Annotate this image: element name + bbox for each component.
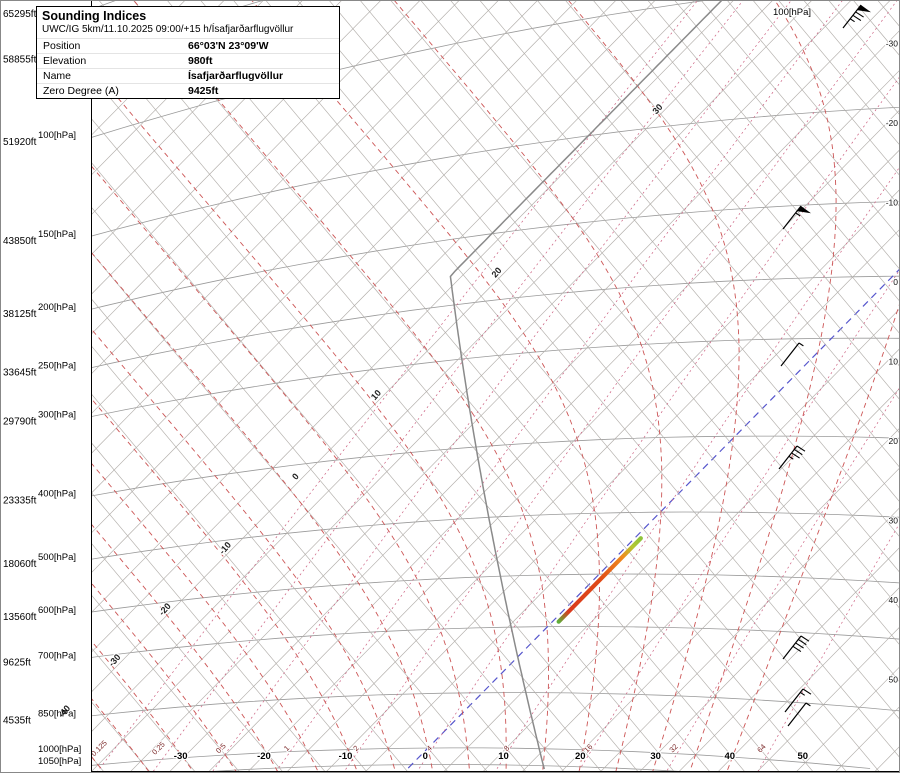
wind-barb: [784, 688, 812, 713]
bottom-temp-label: 10: [498, 751, 509, 762]
mixing-ratio-label: 0.5: [214, 741, 228, 755]
pressure-label: 250[hPa]: [38, 360, 76, 371]
sounding-indices-panel: Sounding Indices UWC/IG 5km/11.10.2025 0…: [36, 6, 340, 99]
pressure-label: 600[hPa]: [38, 605, 76, 616]
row-label: Zero Degree (A): [43, 85, 119, 97]
wind-barb: [782, 635, 810, 660]
altitude-label: 29790ft: [3, 416, 37, 427]
pressure-label: 850[hPa]: [38, 709, 76, 720]
bottom-temp-label: 30: [650, 751, 661, 762]
pressure-label: 100[hPa]: [38, 130, 76, 141]
pressure-label: 300[hPa]: [38, 409, 76, 420]
wind-barb: [787, 702, 811, 727]
right-temp-label: 20: [889, 436, 899, 446]
moist-adiabat-label: 0: [290, 471, 301, 481]
mixing-ratio-lines: [96, 1, 899, 772]
wind-barb: [780, 342, 804, 367]
chart-frame: [91, 1, 899, 772]
top-right-pressure-label: 100[hPa]: [773, 7, 811, 18]
altitude-label: 18060ft: [3, 559, 37, 570]
row-value: 9425ft: [188, 85, 219, 97]
bottom-temp-label: 0: [423, 751, 428, 762]
wind-barb: [782, 205, 811, 230]
altitude-label: 43850ft: [3, 236, 37, 247]
right-temp-label: -20: [886, 118, 899, 128]
panel-subtitle: UWC/IG 5km/11.10.2025 09:00/+15 h/Ísafja…: [42, 24, 294, 35]
moist-adiabat-label: -10: [217, 540, 233, 556]
pressure-label: 150[hPa]: [38, 229, 76, 240]
info-row-elevation: Elevation 980ft: [37, 53, 339, 68]
mixing-ratio-label: 8: [502, 744, 511, 753]
moist-adiabat-label: 10: [369, 388, 383, 402]
pressure-label: 400[hPa]: [38, 489, 76, 500]
bottom-temp-label: 20: [575, 751, 586, 762]
info-row-position: Position 66°03'N 23°09'W: [37, 38, 339, 53]
pressure-label: 700[hPa]: [38, 650, 76, 661]
info-row-zero-degree: Zero Degree (A) 9425ft: [37, 83, 339, 98]
bottom-temp-label: 50: [797, 751, 808, 762]
pressure-label: 200[hPa]: [38, 302, 76, 313]
pressure-axis-labels: 65295ft58855ft51920ft100[hPa]43850ft150[…: [3, 6, 812, 767]
row-label: Name: [43, 70, 72, 82]
altitude-label: 4535ft: [3, 716, 31, 727]
pressure-label: 1000[hPa]: [38, 744, 81, 755]
bottom-temp-label: -30: [174, 751, 188, 762]
mixing-ratio-label: 0.25: [150, 740, 167, 757]
altitude-label: 33645ft: [3, 367, 37, 378]
altitude-label: 58855ft: [3, 55, 37, 66]
wind-barb: [778, 445, 806, 470]
pressure-label: 500[hPa]: [38, 552, 76, 563]
mixing-ratio-label: 2: [351, 744, 360, 753]
mixing-ratio-label: 0.125: [89, 738, 109, 758]
moist-adiabat-label: -30: [106, 652, 122, 668]
bottom-temp-label: 40: [725, 751, 736, 762]
altitude-label: 38125ft: [3, 309, 37, 320]
temperature-axis-right: -30 -20 -10 0 10 20 30 40 50: [885, 37, 899, 685]
right-temp-label: 30: [889, 516, 899, 526]
right-temp-label: 40: [889, 595, 899, 605]
wind-barbs: [778, 4, 871, 727]
mixing-ratio-label: 1: [282, 744, 291, 753]
info-row-name: Name Ísafjarðarflugvöllur: [37, 68, 339, 83]
right-temp-label: 50: [889, 675, 899, 685]
row-value: Ísafjarðarflugvöllur: [188, 70, 284, 82]
isa-reference-line: [449, 1, 723, 770]
freezing-level-highlight: [556, 536, 643, 624]
bottom-temp-label: -20: [257, 751, 271, 762]
right-temp-label: -30: [886, 38, 899, 48]
wind-barb: [842, 4, 871, 29]
right-temp-label: -10: [886, 197, 899, 207]
row-label: Elevation: [43, 55, 87, 67]
altitude-label: 9625ft: [3, 657, 31, 668]
row-value: 980ft: [188, 55, 213, 67]
row-label: Position: [43, 40, 81, 52]
row-value: 66°03'N 23°09'W: [188, 40, 269, 52]
altitude-label: 13560ft: [3, 612, 37, 623]
pressure-label: 1050[hPa]: [38, 756, 81, 767]
moist-adiabat-label: -20: [157, 601, 173, 617]
mixing-ratio-label: 4: [425, 744, 434, 753]
bottom-temp-label: -10: [339, 751, 353, 762]
panel-title: Sounding Indices: [42, 9, 147, 23]
freezing-highlight-segment: [556, 536, 643, 624]
altitude-label: 51920ft: [3, 137, 37, 148]
mixing-ratio-label: 64: [755, 742, 767, 754]
altitude-label: 65295ft: [3, 9, 37, 20]
moist-adiabat-label: 20: [490, 265, 504, 279]
right-temp-label: 10: [889, 357, 899, 367]
altitude-label: 23335ft: [3, 496, 37, 507]
right-temp-label: 0: [893, 277, 898, 287]
